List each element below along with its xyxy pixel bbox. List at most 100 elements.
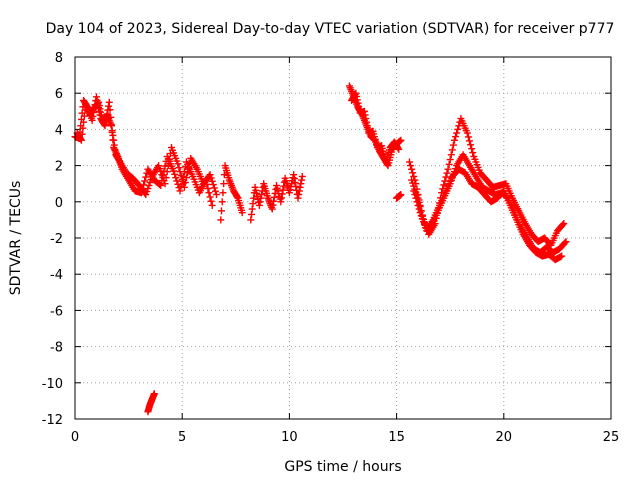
data-point — [163, 168, 171, 176]
data-point — [105, 102, 113, 110]
y-tick-label: 4 — [55, 123, 63, 138]
x-axis-label: GPS time / hours — [284, 459, 401, 475]
data-point — [247, 216, 255, 224]
data-point — [290, 171, 298, 179]
data-point — [80, 112, 88, 120]
data-point — [269, 201, 277, 209]
data-point — [270, 193, 278, 201]
data-point — [111, 146, 119, 154]
data-point — [208, 177, 216, 185]
x-tick-label: 25 — [603, 430, 620, 445]
data-point — [180, 183, 188, 191]
y-tick-label: -6 — [50, 304, 63, 319]
data-point — [249, 200, 257, 208]
data-point — [452, 133, 460, 141]
data-point — [294, 194, 302, 202]
data-point — [165, 156, 173, 164]
data-point — [298, 172, 306, 180]
data-point — [465, 137, 473, 145]
data-point — [150, 390, 158, 398]
data-point — [156, 181, 164, 189]
data-point — [105, 98, 113, 106]
data-point — [107, 122, 115, 130]
data-point — [95, 98, 103, 106]
data-point — [210, 184, 218, 192]
data-point — [184, 169, 192, 177]
data-point — [268, 205, 276, 213]
data-point — [468, 145, 476, 153]
data-point — [561, 239, 569, 247]
y-tick-label: 0 — [55, 196, 63, 211]
data-point — [408, 165, 416, 173]
data-point — [414, 201, 422, 209]
y-tick-label: -8 — [50, 341, 63, 356]
plot-frame — [74, 56, 612, 420]
data-point — [77, 135, 85, 143]
data-point — [453, 129, 461, 137]
data-point — [562, 238, 570, 246]
chart-title: Day 104 of 2023, Sidereal Day-to-day VTE… — [46, 21, 615, 37]
data-point — [164, 162, 172, 170]
data-point — [363, 118, 371, 126]
data-point — [101, 122, 109, 130]
data-point — [248, 205, 256, 213]
data-point — [110, 141, 118, 149]
data-point — [296, 183, 304, 191]
data-point — [463, 129, 471, 137]
data-point — [395, 145, 403, 153]
data-point — [449, 141, 457, 149]
data-point — [558, 252, 566, 260]
data-point — [171, 170, 179, 178]
data-point — [442, 173, 450, 181]
data-point — [95, 102, 103, 110]
data-point — [444, 165, 452, 173]
data-point — [175, 164, 183, 172]
data-point — [397, 136, 405, 144]
y-axis-label: SDTVAR / TECUs — [8, 181, 24, 296]
data-point — [106, 106, 114, 114]
data-point — [361, 111, 369, 119]
data-point — [161, 180, 169, 188]
data-point — [447, 151, 455, 159]
data-point — [354, 99, 362, 107]
data-point — [278, 190, 286, 198]
data-point — [410, 187, 418, 195]
data-point — [209, 181, 217, 189]
data-point — [185, 164, 193, 172]
data-point — [208, 201, 216, 209]
x-tick-label: 15 — [388, 430, 405, 445]
data-point — [295, 191, 303, 199]
data-point — [298, 176, 306, 184]
data-point — [290, 175, 298, 183]
data-point — [397, 191, 405, 199]
data-point — [258, 191, 266, 199]
y-tick-label: -4 — [50, 268, 63, 283]
data-point — [291, 178, 299, 186]
data-point — [454, 125, 462, 133]
data-point — [157, 182, 165, 190]
data-point — [92, 93, 100, 101]
data-point — [238, 209, 246, 217]
data-point — [415, 205, 423, 213]
data-point — [409, 169, 417, 177]
x-tick-label: 10 — [281, 430, 298, 445]
data-point — [170, 167, 178, 175]
data-point — [174, 160, 182, 168]
data-point — [559, 221, 567, 229]
x-tick-label: 20 — [496, 430, 513, 445]
data-point — [352, 89, 360, 97]
data-point — [394, 144, 402, 152]
data-point — [355, 102, 363, 110]
data-point — [142, 173, 150, 181]
data-point — [353, 93, 361, 101]
data-point — [464, 133, 472, 141]
data-point — [278, 194, 286, 202]
data-point — [362, 115, 370, 123]
data-point — [411, 191, 419, 199]
data-point — [88, 116, 96, 124]
data-point — [77, 136, 85, 144]
data-point — [257, 194, 265, 202]
data-point — [233, 193, 241, 201]
data-point — [211, 187, 219, 195]
